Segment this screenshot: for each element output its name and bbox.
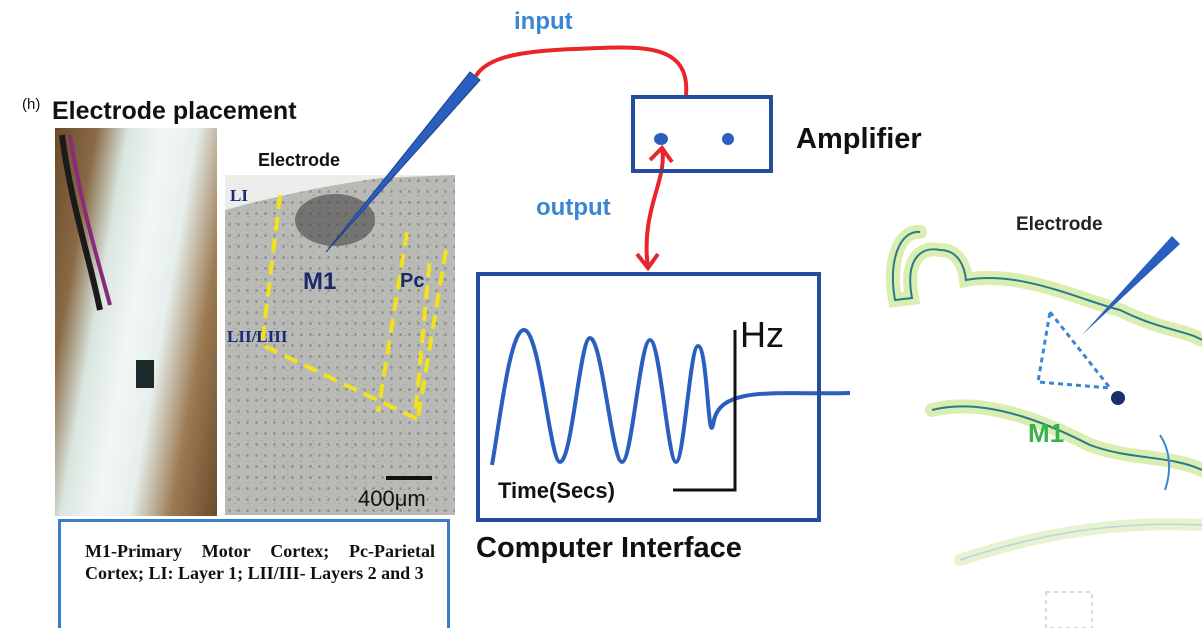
- legend-box: M1-Primary Motor Cortex; Pc-Parietal Cor…: [58, 519, 450, 628]
- slice-electrode-label: Electrode: [258, 150, 341, 170]
- rat-m1-label: M1: [1028, 418, 1065, 448]
- hz-axis-label: Hz: [740, 314, 784, 355]
- signal-waveform: [490, 327, 851, 466]
- time-axis-label: Time(Secs): [498, 478, 615, 503]
- rat-target-region: [1036, 308, 1114, 390]
- scale-label: 400μm: [358, 486, 426, 511]
- slice-m1-label: M1: [303, 268, 337, 295]
- figure-title: Electrode placement: [52, 97, 297, 125]
- implant-site: [295, 194, 375, 246]
- output-arrow: [635, 144, 674, 272]
- amplifier-box: [631, 95, 773, 173]
- amplifier-port-input: [654, 133, 668, 145]
- output-label: output: [536, 194, 611, 221]
- panel-label: (h): [22, 96, 41, 113]
- layer-2-3-label: LII/LIII: [227, 327, 288, 346]
- input-label: input: [514, 8, 573, 35]
- faded-target-region: [1045, 591, 1093, 628]
- computer-interface-label: Computer Interface: [476, 532, 742, 564]
- electrode-probe: [325, 71, 481, 253]
- layer-guides: [259, 194, 448, 422]
- cable-black: [59, 134, 103, 311]
- slice-pc-label: Pc: [400, 270, 425, 292]
- amplifier-port-output: [722, 133, 734, 145]
- amplifier-label: Amplifier: [796, 123, 922, 155]
- scale-bar: [386, 476, 432, 480]
- cable-purple: [68, 134, 112, 306]
- plot-axes: [673, 330, 737, 492]
- rat-electrode-probe: [1082, 236, 1180, 335]
- computer-interface-box: [476, 272, 821, 522]
- legend-text: M1-Primary Motor Cortex; Pc-Parietal Cor…: [85, 541, 435, 583]
- rat-electrode-label: Electrode: [1016, 214, 1103, 235]
- rat-eye: [1111, 391, 1125, 405]
- input-wire: [474, 45, 689, 96]
- headstage: [136, 360, 154, 388]
- slice-surface: [225, 175, 455, 210]
- layer-1-label: LI: [230, 186, 248, 205]
- rat-head-outline: [885, 225, 1202, 566]
